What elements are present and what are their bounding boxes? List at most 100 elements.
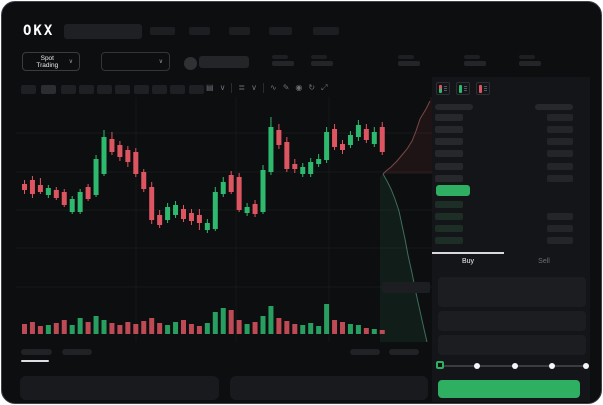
candle-body: [53, 190, 59, 198]
bid-price-placeholder[interactable]: [435, 201, 463, 208]
candle-body: [355, 125, 361, 137]
ask-amount-placeholder[interactable]: [547, 163, 573, 170]
slider-point[interactable]: [474, 363, 480, 369]
mode-icon-color-bar: [439, 84, 442, 93]
orderbook-bids-view-icon[interactable]: [456, 82, 470, 95]
candle-body: [244, 207, 250, 213]
volume-bar: [260, 316, 266, 334]
volume-bar: [244, 324, 250, 334]
bid-amount-placeholder[interactable]: [547, 237, 573, 244]
active-tab-indicator: [432, 252, 504, 254]
nav-item-placeholder[interactable]: [269, 27, 292, 35]
price-field[interactable]: [438, 277, 586, 307]
interval-button[interactable]: [134, 85, 149, 94]
indicator-icon[interactable]: ≣: [238, 83, 246, 92]
bid-amount-placeholder[interactable]: [547, 225, 573, 232]
interval-button[interactable]: [152, 85, 167, 94]
pair-selector-dropdown[interactable]: ∨: [101, 52, 170, 71]
bid-price-placeholder[interactable]: [435, 213, 463, 220]
orderbook-split-view-icon[interactable]: [436, 82, 450, 95]
search-input[interactable]: [64, 24, 142, 39]
chart-tab-active[interactable]: [21, 349, 52, 355]
nav-item-placeholder[interactable]: [189, 27, 210, 35]
buy-submit-button[interactable]: [438, 380, 580, 398]
candle-body: [165, 207, 171, 220]
chart-type-icon[interactable]: ▤: [206, 83, 214, 92]
nav-item-placeholder[interactable]: [150, 27, 175, 35]
candle-body: [332, 129, 338, 147]
volume-bar: [347, 324, 353, 334]
stat-label-placeholder: [398, 55, 414, 59]
candle-body: [157, 215, 163, 225]
slider-handle[interactable]: [436, 361, 444, 369]
interval-button[interactable]: [61, 85, 76, 94]
stat-value-placeholder: [311, 61, 333, 66]
mode-icon-lines: [444, 86, 447, 91]
interval-button[interactable]: [170, 85, 185, 94]
volume-bar: [324, 304, 330, 334]
candle-body: [284, 142, 290, 169]
chart-option-placeholder[interactable]: [389, 349, 419, 355]
bid-price-placeholder[interactable]: [435, 225, 463, 232]
fullscreen-icon[interactable]: ⤢: [321, 83, 328, 92]
volume-bar: [45, 325, 51, 334]
depth-bid-line: [382, 173, 428, 342]
ask-price-placeholder[interactable]: [435, 114, 463, 121]
screenshot-icon[interactable]: ◉: [295, 83, 303, 92]
interval-button[interactable]: [21, 85, 36, 94]
ask-amount-placeholder[interactable]: [547, 114, 573, 121]
stat-label-placeholder: [272, 55, 288, 59]
total-field[interactable]: [438, 335, 586, 355]
candle-body: [37, 185, 43, 192]
ask-price-placeholder[interactable]: [435, 163, 463, 170]
volume-bar: [181, 320, 186, 334]
chart-tab[interactable]: [62, 349, 92, 355]
depth-bid-area: [380, 174, 427, 342]
ask-price-placeholder[interactable]: [435, 126, 463, 133]
candle-body: [188, 213, 194, 221]
chevron-down-icon[interactable]: ∨: [219, 83, 226, 92]
candle-body: [340, 144, 345, 150]
volume-bar: [173, 322, 179, 334]
volume-bar: [252, 322, 258, 334]
volume-bar: [101, 320, 107, 334]
volume-bar: [228, 310, 234, 334]
refresh-icon[interactable]: ↻: [308, 83, 316, 92]
line-tool-icon[interactable]: ∿: [269, 83, 277, 92]
nav-item-placeholder[interactable]: [229, 27, 250, 35]
draw-tool-icon[interactable]: ✎: [282, 83, 290, 92]
bid-amount-placeholder[interactable]: [547, 213, 573, 220]
amount-field[interactable]: [438, 311, 586, 331]
candle-body: [85, 187, 91, 199]
tab-buy[interactable]: Buy: [461, 258, 475, 265]
candle-body: [125, 150, 131, 162]
tab-sell[interactable]: Sell: [538, 258, 550, 265]
orderbook-asks-view-icon[interactable]: [476, 82, 490, 95]
candle-body: [22, 184, 27, 190]
ask-price-placeholder[interactable]: [435, 175, 463, 182]
nav-item-placeholder[interactable]: [313, 27, 339, 35]
ask-amount-placeholder[interactable]: [547, 150, 573, 157]
interval-button[interactable]: [115, 85, 130, 94]
candle-body: [133, 152, 139, 174]
interval-button[interactable]: [79, 85, 94, 94]
interval-button[interactable]: [189, 85, 204, 94]
volume-bar: [363, 328, 369, 334]
interval-button[interactable]: [97, 85, 112, 94]
slider-point[interactable]: [549, 363, 555, 369]
slider-point[interactable]: [583, 363, 589, 369]
ask-price-placeholder[interactable]: [435, 150, 463, 157]
chevron-down-icon: ∨: [68, 58, 73, 65]
ask-amount-placeholder[interactable]: [547, 138, 573, 145]
slider-point[interactable]: [512, 363, 518, 369]
ask-amount-placeholder[interactable]: [547, 175, 573, 182]
chart-option-placeholder[interactable]: [350, 349, 380, 355]
chevron-down-icon[interactable]: ∨: [251, 83, 257, 92]
interval-button[interactable]: [41, 85, 56, 94]
market-type-dropdown[interactable]: Spot Trading ∨: [22, 52, 80, 71]
candle-body: [45, 188, 51, 195]
ask-price-placeholder[interactable]: [435, 138, 463, 145]
ask-amount-placeholder[interactable]: [547, 126, 573, 133]
bid-price-placeholder[interactable]: [435, 237, 463, 244]
candlestick-chart[interactable]: [16, 97, 432, 342]
